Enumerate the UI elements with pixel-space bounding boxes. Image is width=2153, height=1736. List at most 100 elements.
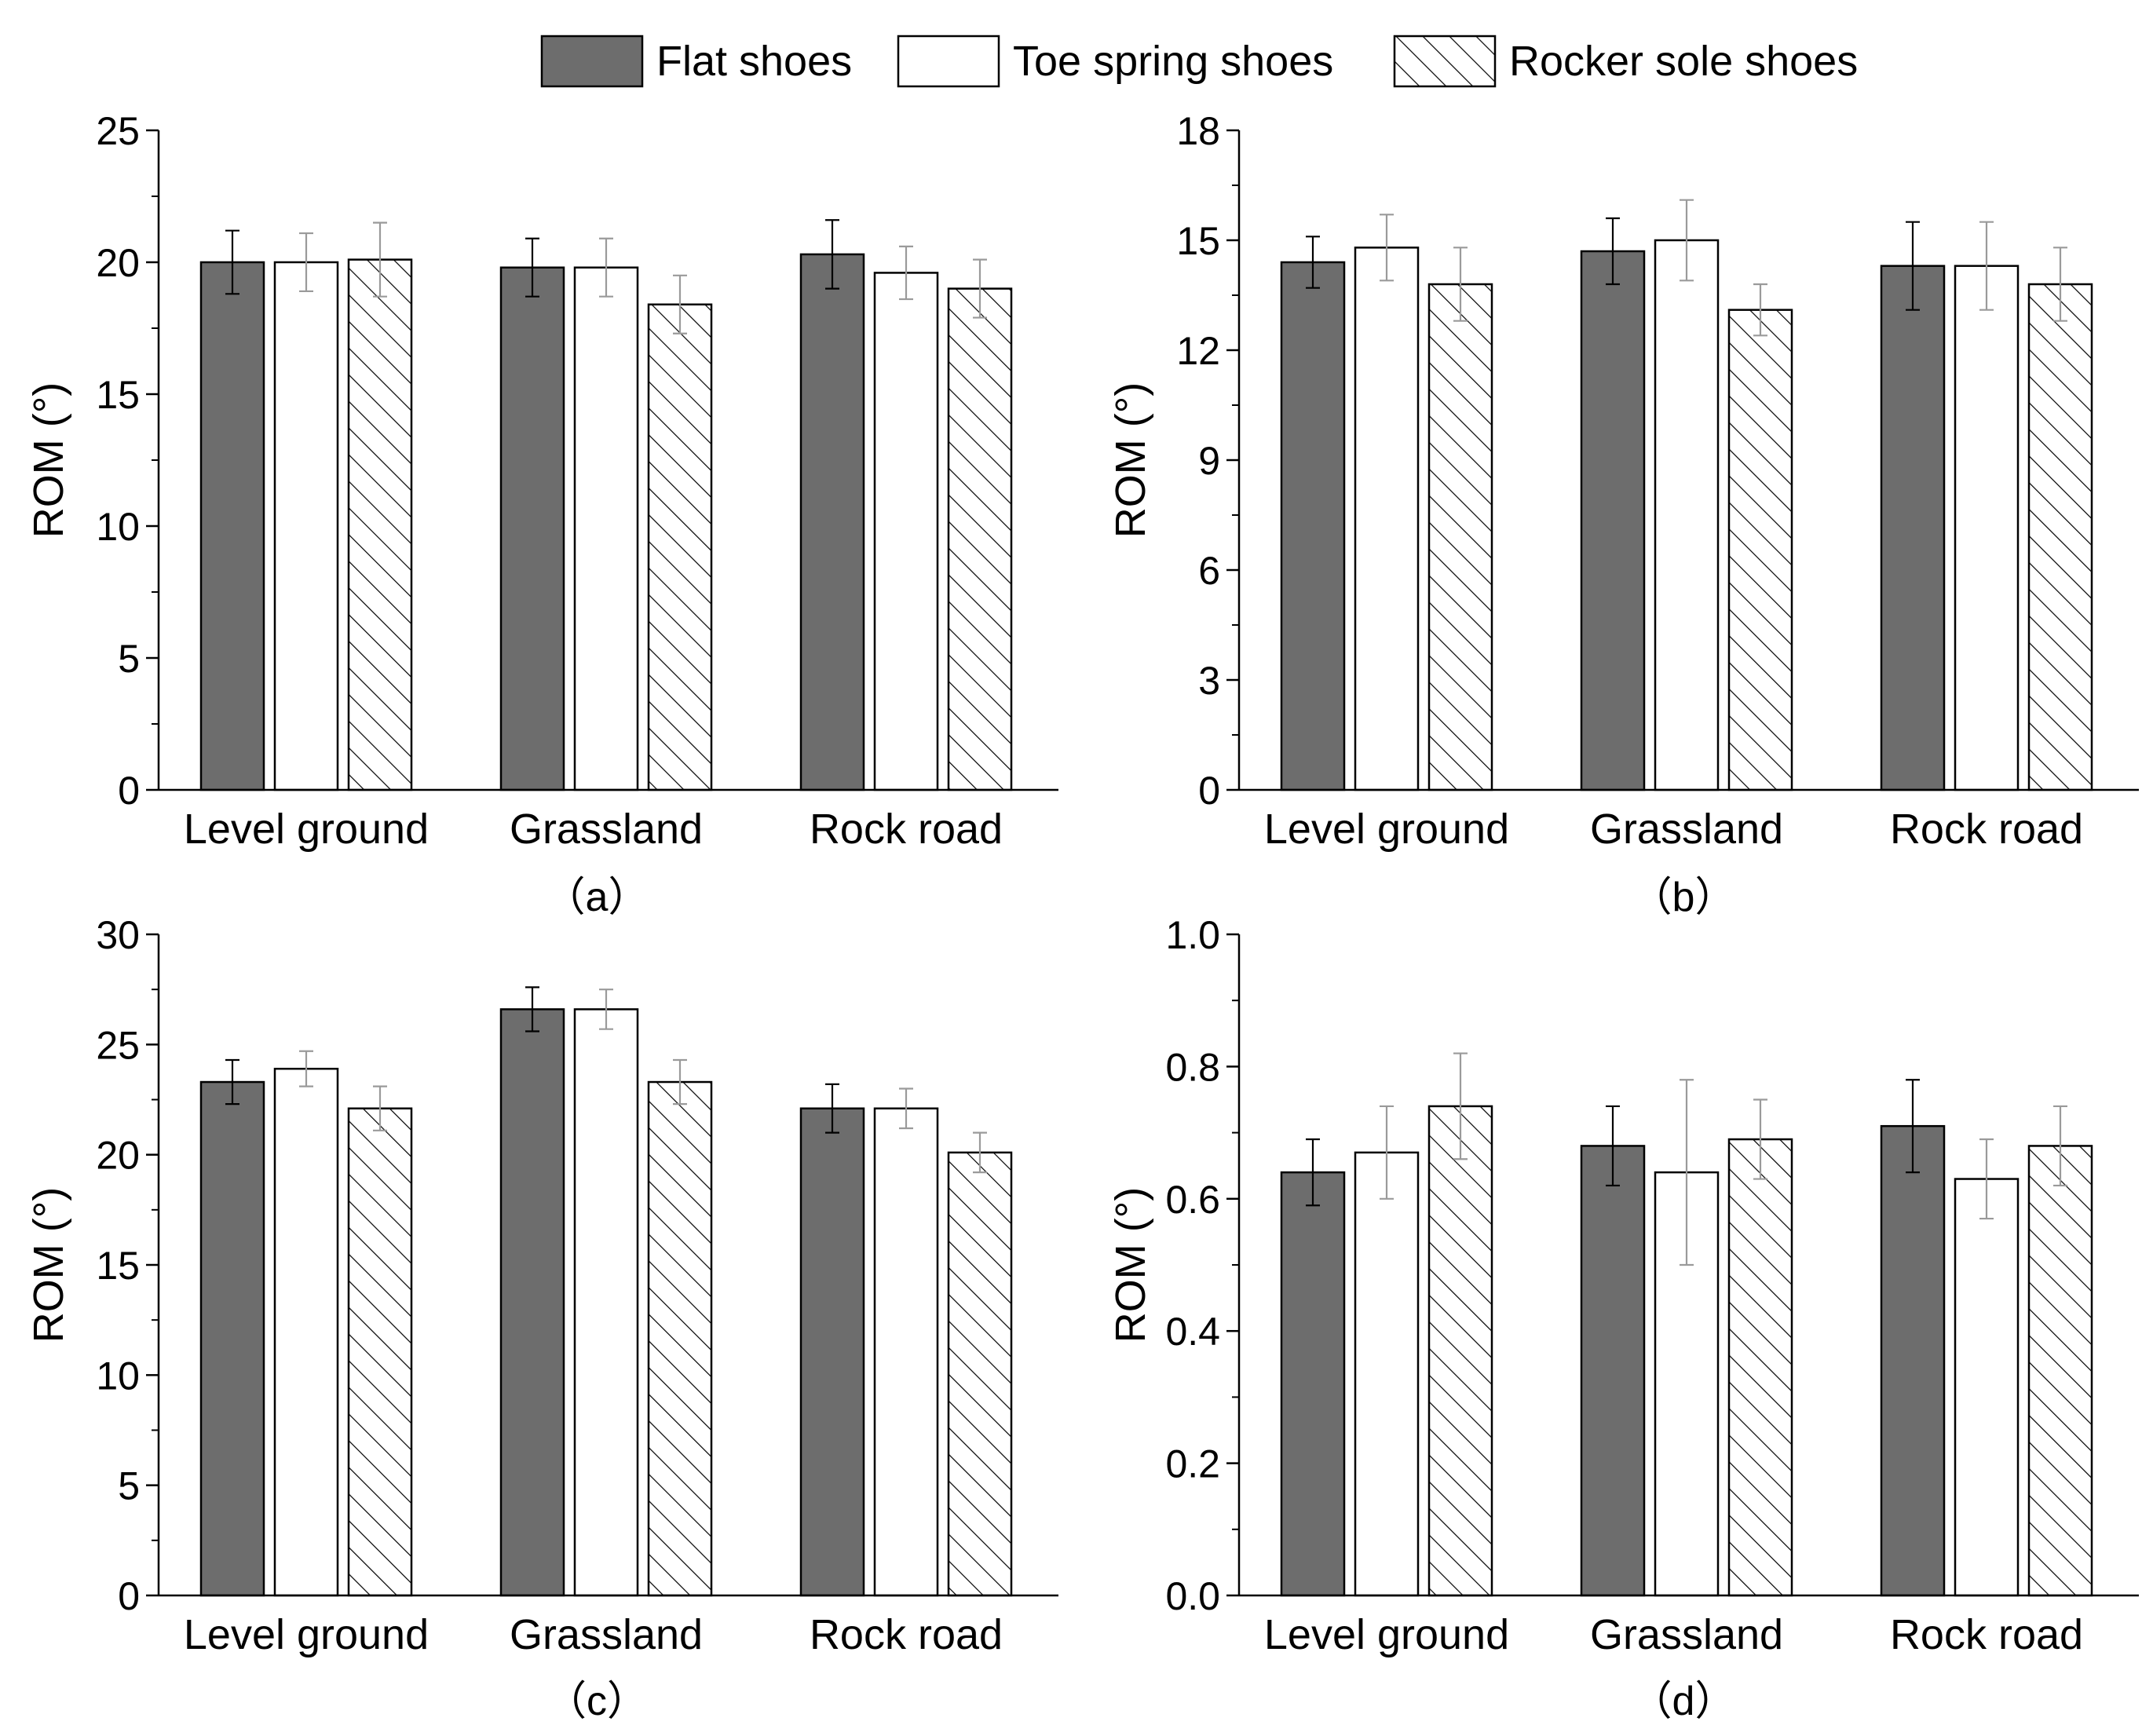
errorbar-rocker-sole-shoes-level-ground: [1453, 1052, 1468, 1160]
category-label-grassland: Grassland: [1590, 806, 1783, 853]
panel-label: （a）: [545, 875, 649, 920]
errorbar-flat-shoes-level-ground: [225, 1058, 239, 1106]
y-tick-label: 5: [118, 1464, 140, 1508]
bar-flat-shoes-rock-road: [799, 253, 865, 791]
legend: Flat shoes Toe spring shoes Rocker sole …: [540, 35, 1858, 88]
y-tick-label: 15: [96, 1244, 140, 1288]
bar-flat-shoes-rock-road: [1880, 265, 1946, 791]
category-label-grassland: Grassland: [510, 1611, 703, 1658]
category-label-rock-road: Rock road: [810, 806, 1003, 853]
bar-flat-shoes-level-ground: [1280, 1171, 1346, 1597]
bar-rocker-sole-shoes-rock-road: [2027, 283, 2093, 791]
bar-toe-spring-shoes-grassland: [573, 266, 639, 791]
category-label-level-ground: Level ground: [184, 1611, 429, 1658]
panel-d: Level ground Grassland Rock road 0.0 0.2 0.4 0…: [1107, 913, 2139, 1724]
errorbar-toe-spring-shoes-grassland: [1680, 1079, 1694, 1266]
errorbar-rocker-sole-shoes-level-ground: [1453, 247, 1468, 322]
bar-rocker-sole-shoes-rock-road: [947, 1151, 1013, 1597]
category-label-grassland: Grassland: [1590, 1611, 1783, 1658]
legend-swatch-flat: [540, 35, 644, 88]
bar-toe-spring-shoes-grassland: [573, 1008, 639, 1597]
bar-toe-spring-shoes-rock-road: [873, 1107, 939, 1597]
errorbar-rocker-sole-shoes-level-ground: [373, 1085, 387, 1131]
panel-c: Level ground Grassland Rock road 0 5 10 15 20 25…: [25, 913, 1058, 1724]
errorbar-toe-spring-shoes-level-ground: [299, 232, 313, 293]
errorbar-rocker-sole-shoes-rock-road: [2053, 1105, 2067, 1187]
errorbar-flat-shoes-level-ground: [1306, 236, 1320, 289]
bar-toe-spring-shoes-grassland: [1654, 239, 1720, 791]
y-tick-label: 15: [96, 373, 140, 417]
panel-b: Level ground Grassland Rock road 0 3 6 9 12 15 18…: [1107, 109, 2139, 920]
y-axis-label: ROM (°): [25, 1187, 72, 1343]
category-label-level-ground: Level ground: [1264, 806, 1509, 853]
y-tick-label: 0: [118, 769, 140, 813]
y-tick-label: 9: [1198, 439, 1220, 483]
errorbar-toe-spring-shoes-level-ground: [1380, 1105, 1394, 1200]
bar-rocker-sole-shoes-level-ground: [347, 258, 413, 791]
legend-swatch-toe: [897, 35, 1000, 88]
category-label-grassland: Grassland: [510, 806, 703, 853]
y-axis-label: ROM (°): [1107, 1187, 1154, 1343]
bar-rocker-sole-shoes-rock-road: [2027, 1145, 2093, 1597]
errorbar-rocker-sole-shoes-level-ground: [373, 221, 387, 298]
errorbar-toe-spring-shoes-grassland: [1680, 199, 1694, 282]
panel-label: （d）: [1632, 1679, 1736, 1724]
y-tick-label: 1.0: [1165, 913, 1220, 957]
y-tick-label: 10: [96, 505, 140, 549]
y-tick-label: 0.0: [1165, 1574, 1220, 1618]
bar-rocker-sole-shoes-level-ground: [1427, 1105, 1493, 1597]
panel-label: （c）: [546, 1679, 648, 1724]
y-tick-label: 0.6: [1165, 1178, 1220, 1222]
errorbar-flat-shoes-level-ground: [225, 229, 239, 295]
bar-flat-shoes-grassland: [499, 266, 565, 791]
errorbar-rocker-sole-shoes-grassland: [1753, 283, 1767, 337]
errorbar-flat-shoes-rock-road: [825, 1083, 839, 1134]
errorbar-toe-spring-shoes-rock-road: [1979, 1138, 1994, 1220]
y-axis-label: ROM (°): [25, 382, 72, 539]
y-tick-label: 6: [1198, 549, 1220, 593]
y-tick-label: 0: [118, 1574, 140, 1618]
bar-toe-spring-shoes-rock-road: [1954, 1178, 2020, 1597]
legend-label-flat: Flat shoes: [656, 38, 852, 85]
bar-flat-shoes-grassland: [1580, 250, 1646, 791]
category-label-level-ground: Level ground: [184, 806, 429, 853]
category-label-rock-road: Rock road: [810, 1611, 1003, 1658]
y-tick-label: 0: [1198, 769, 1220, 813]
bar-flat-shoes-rock-road: [1880, 1124, 1946, 1597]
errorbar-flat-shoes-rock-road: [1906, 221, 1920, 311]
bar-rocker-sole-shoes-level-ground: [347, 1107, 413, 1597]
y-tick-label: 12: [1176, 329, 1220, 373]
y-axis-label: ROM (°): [1107, 382, 1154, 539]
errorbar-flat-shoes-rock-road: [1906, 1079, 1920, 1174]
errorbar-flat-shoes-grassland: [1606, 1105, 1620, 1187]
errorbar-toe-spring-shoes-level-ground: [299, 1050, 313, 1087]
bar-flat-shoes-level-ground: [199, 261, 265, 791]
bar-rocker-sole-shoes-rock-road: [947, 287, 1013, 791]
errorbar-flat-shoes-level-ground: [1306, 1138, 1320, 1207]
y-tick-label: 15: [1176, 219, 1220, 263]
errorbar-toe-spring-shoes-rock-road: [899, 245, 913, 301]
bar-flat-shoes-grassland: [1580, 1145, 1646, 1597]
y-tick-label: 5: [118, 637, 140, 681]
y-tick-label: 0.8: [1165, 1045, 1220, 1089]
bar-toe-spring-shoes-level-ground: [273, 1067, 339, 1597]
errorbar-toe-spring-shoes-grassland: [599, 989, 613, 1030]
errorbar-flat-shoes-grassland: [1606, 217, 1620, 286]
y-tick-label: 25: [96, 1023, 140, 1067]
bar-flat-shoes-rock-road: [799, 1107, 865, 1597]
legend-swatch-rocker: [1393, 35, 1497, 88]
errorbar-rocker-sole-shoes-grassland: [673, 1058, 687, 1106]
bar-toe-spring-shoes-rock-road: [873, 272, 939, 791]
errorbar-flat-shoes-rock-road: [825, 219, 839, 290]
y-tick-label: 0.2: [1165, 1442, 1220, 1486]
legend-label-rocker: Rocker sole shoes: [1509, 38, 1858, 85]
y-tick-label: 18: [1176, 109, 1220, 153]
bar-flat-shoes-grassland: [499, 1008, 565, 1597]
y-tick-label: 20: [96, 241, 140, 285]
category-label-rock-road: Rock road: [1890, 806, 2083, 853]
errorbar-toe-spring-shoes-rock-road: [1979, 221, 1994, 311]
errorbar-flat-shoes-grassland: [525, 237, 539, 298]
errorbar-rocker-sole-shoes-rock-road: [973, 1131, 987, 1174]
legend-label-toe: Toe spring shoes: [1013, 38, 1333, 85]
